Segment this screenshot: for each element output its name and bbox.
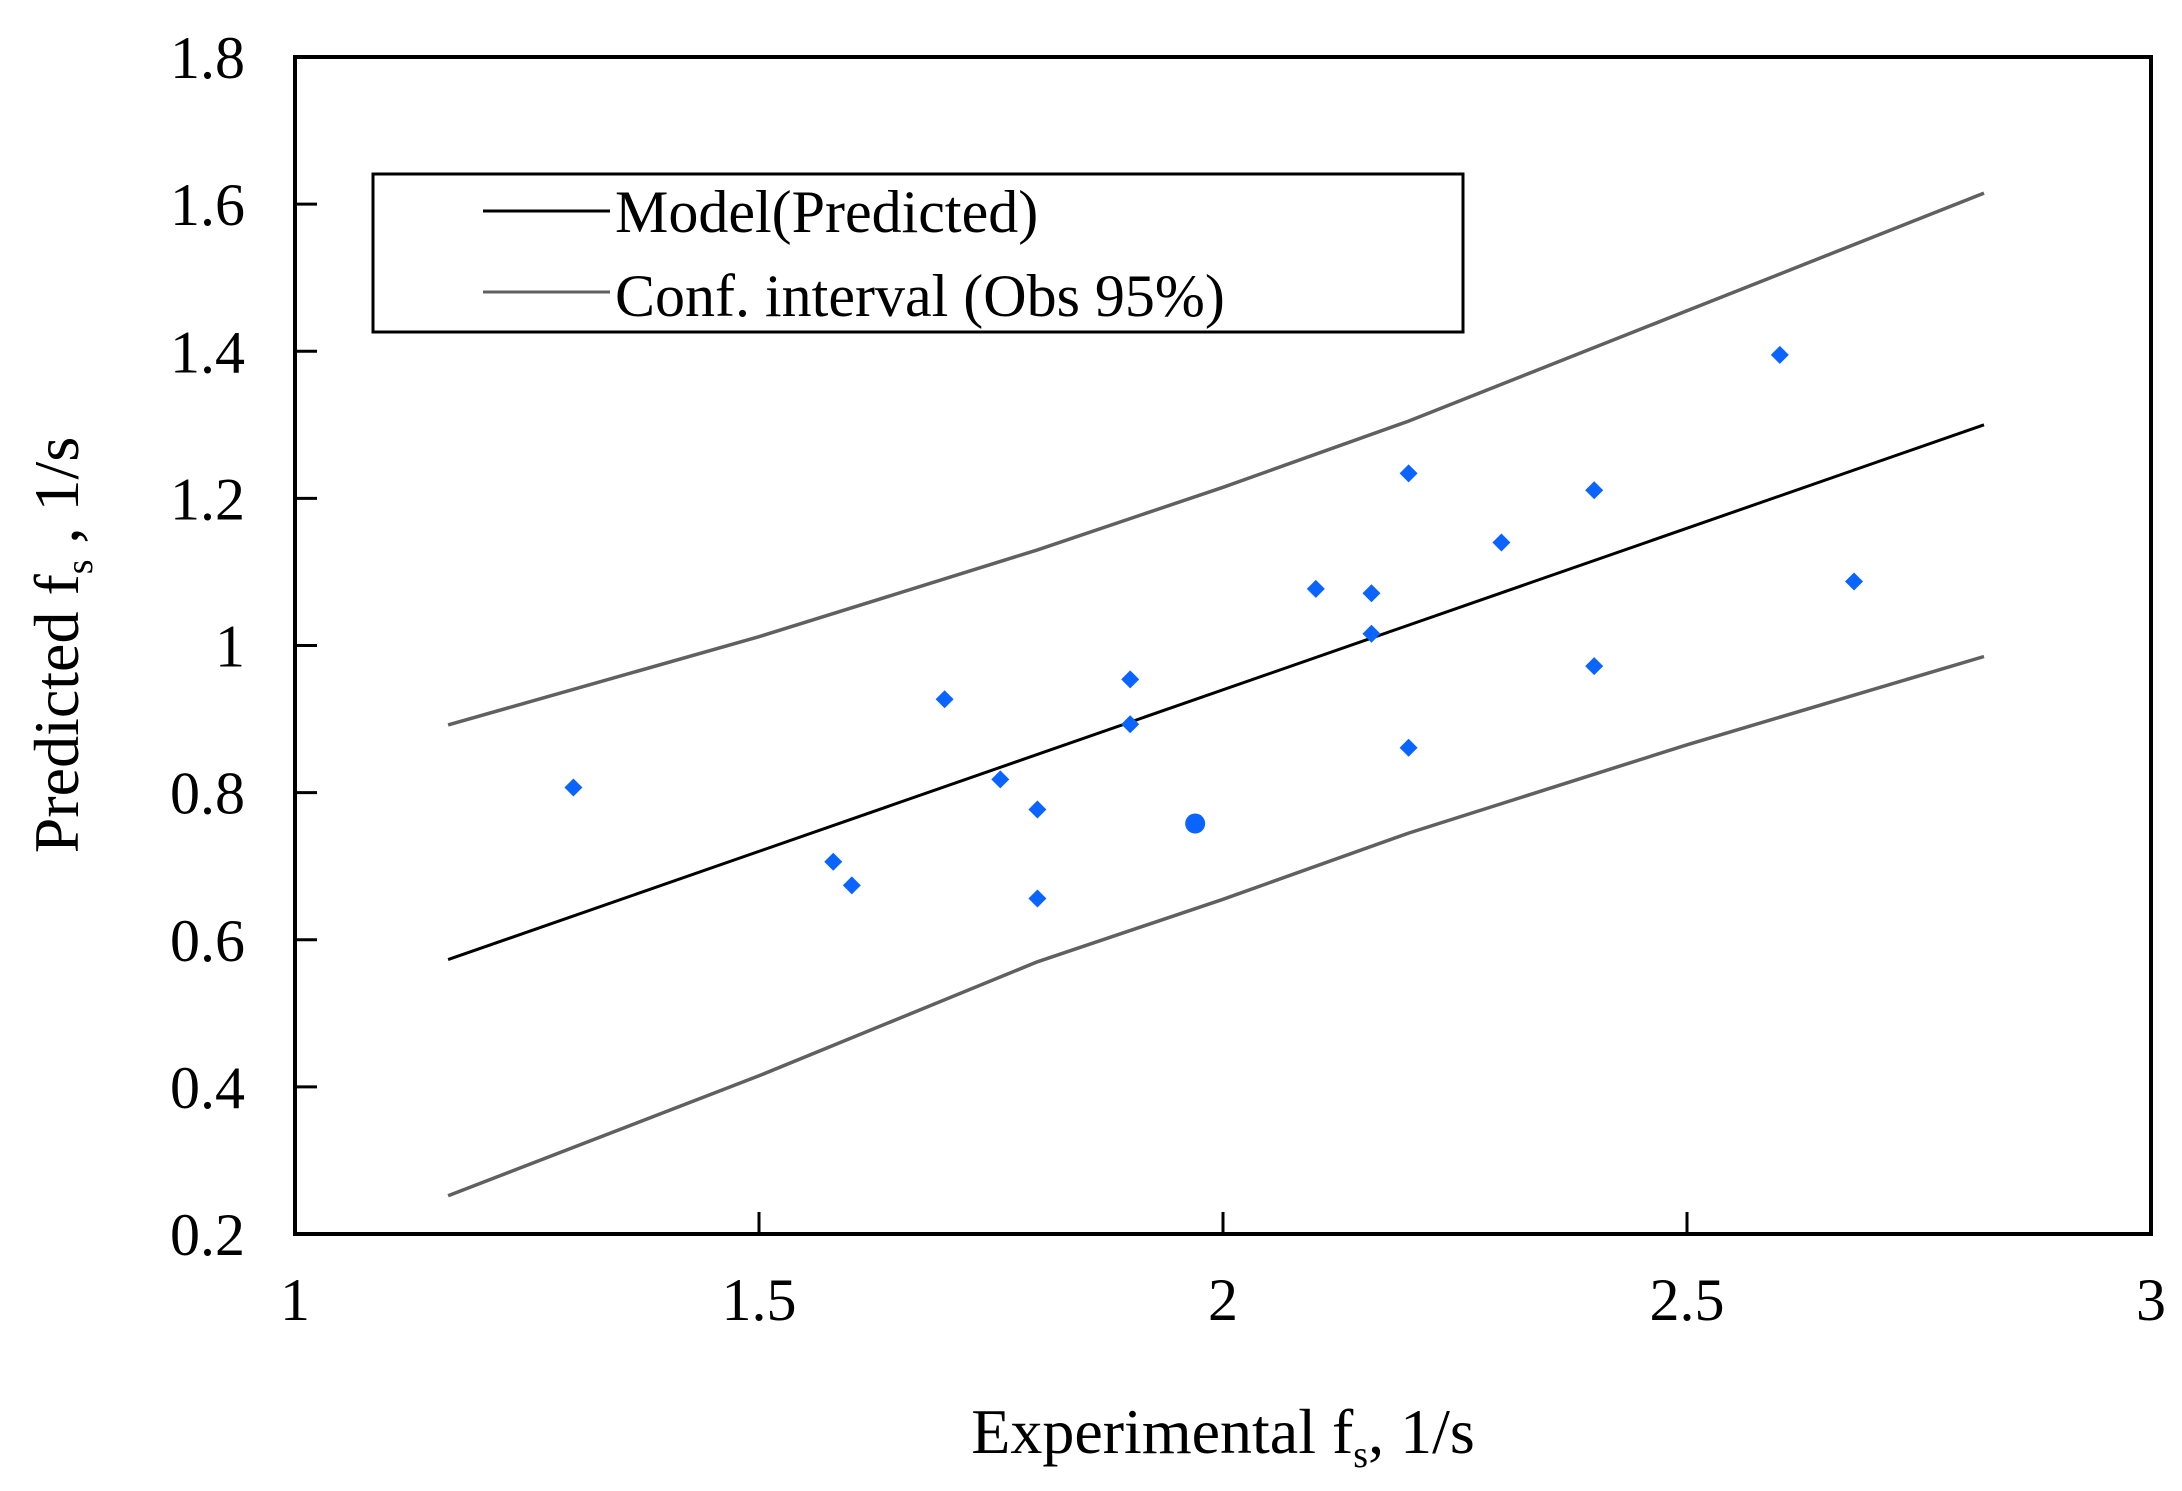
legend-conf-label: Conf. interval (Obs 95%) [615, 263, 1225, 329]
data-point [824, 852, 843, 871]
y-tick-label: 1.4 [170, 319, 245, 385]
x-axis-ticks: 1 1.5 2 2.5 3 [280, 1212, 2166, 1333]
data-point [1306, 579, 1325, 598]
data-points [564, 345, 1864, 908]
x-axis-title-sub: s [1353, 1434, 1368, 1476]
data-point [1121, 670, 1140, 689]
x-axis-title-suffix: , 1/s [1368, 1396, 1475, 1467]
x-tick-label: 1.5 [722, 1267, 797, 1333]
legend: Model(Predicted) Conf. interval (Obs 95%… [371, 172, 1465, 334]
data-point [1121, 715, 1140, 734]
chart-lines [447, 191, 1985, 1198]
data-point [1399, 464, 1418, 483]
highlight-data-point [1185, 813, 1206, 834]
data-point [564, 778, 583, 797]
y-axis-ticks: 0.2 0.4 0.6 0.8 1 1.2 1.4 1.6 1.8 [170, 25, 317, 1268]
x-tick-label: 2 [1208, 1267, 1238, 1333]
data-point [991, 770, 1010, 789]
data-point [935, 690, 954, 709]
y-tick-label: 0.6 [170, 908, 245, 974]
legend-box [371, 172, 1465, 334]
conf-interval-upper-line [447, 191, 1985, 727]
x-tick-label: 3 [2136, 1267, 2166, 1333]
legend-model-label: Model(Predicted) [615, 179, 1038, 245]
x-axis-title: Experimental fs, 1/s [971, 1396, 1475, 1476]
y-tick-label: 0.4 [170, 1055, 245, 1121]
y-axis-title: Predicted fs , 1/s [21, 437, 101, 853]
x-tick-label: 1 [280, 1267, 310, 1333]
y-tick-label: 1.8 [170, 25, 245, 91]
y-tick-label: 1 [215, 614, 245, 680]
model-line [447, 423, 1985, 962]
y-axis-title-suffix: , 1/s [21, 437, 92, 560]
y-axis-title-sub: s [59, 559, 101, 574]
conf-interval-lower-line [447, 654, 1985, 1198]
y-tick-label: 0.2 [170, 1202, 245, 1268]
data-point [842, 876, 861, 895]
x-tick-label: 2.5 [1650, 1267, 1725, 1333]
y-axis-title-main: Predicted f [21, 574, 92, 854]
data-point [1028, 889, 1047, 908]
data-point [1492, 533, 1511, 552]
data-point [1028, 800, 1047, 819]
data-point [1362, 584, 1381, 603]
y-tick-label: 1.6 [170, 172, 245, 238]
x-axis-title-main: Experimental f [971, 1396, 1354, 1467]
data-point [1845, 572, 1864, 591]
data-point [1362, 624, 1381, 643]
data-point [1399, 738, 1418, 757]
y-tick-label: 0.8 [170, 761, 245, 827]
data-point [1585, 657, 1604, 676]
y-tick-label: 1.2 [170, 466, 245, 532]
data-point [1585, 481, 1604, 500]
data-point [1770, 345, 1789, 364]
